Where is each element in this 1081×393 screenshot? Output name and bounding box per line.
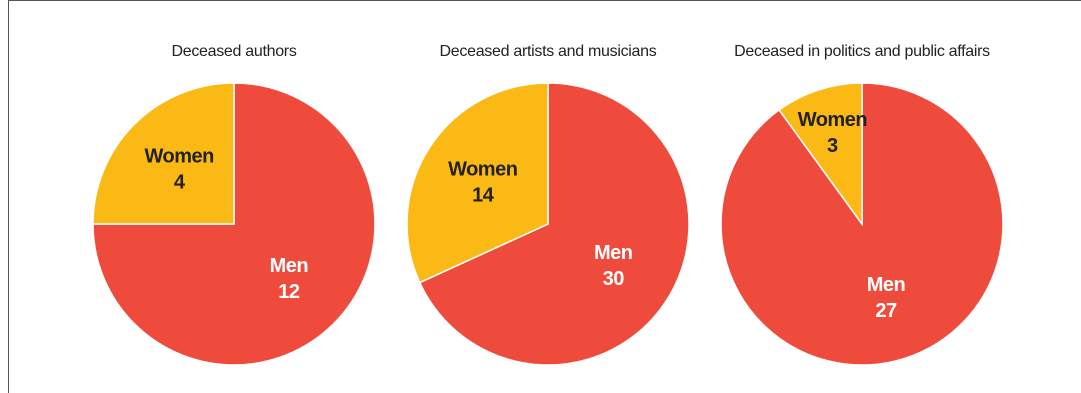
pie-slice [92,82,235,225]
pie-title: Deceased in politics and public affairs [734,43,990,60]
slice-category: Men [594,242,633,264]
pie-slice [92,82,376,366]
slice-value: 12 [278,281,300,303]
slice-value: 30 [603,268,625,290]
slice-category: Women [448,158,517,180]
slice-category: Women [144,145,213,167]
frame [8,0,1081,393]
pie-slice [778,82,863,227]
slice-value: 27 [875,300,897,322]
slice-category: Men [867,274,906,296]
pie-title: Deceased authors [171,43,296,60]
pie-title: Deceased artists and musicians [440,43,657,60]
pie-slice [418,82,690,366]
slice-category: Men [270,255,309,277]
pie-slice [406,82,549,284]
slice-category: Women [798,109,867,131]
slice-value: 4 [174,171,186,193]
slice-value: 3 [827,135,838,157]
slice-value: 14 [472,184,495,206]
